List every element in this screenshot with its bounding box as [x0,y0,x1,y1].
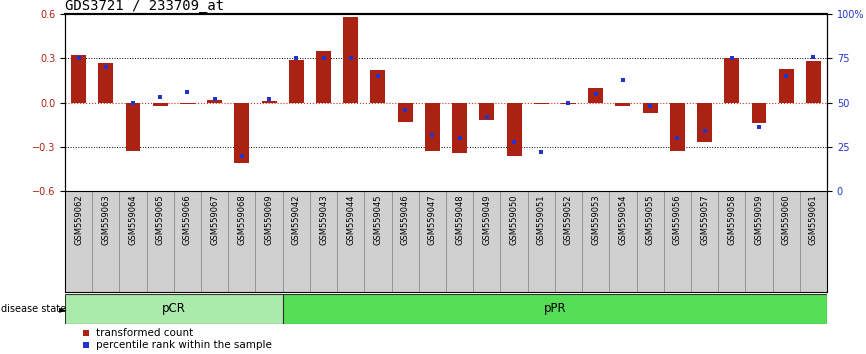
Text: GSM559045: GSM559045 [373,194,383,245]
Bar [419,191,446,292]
Text: GSM559051: GSM559051 [537,194,546,245]
Text: disease state: disease state [1,304,66,314]
Text: GSM559050: GSM559050 [509,194,519,245]
Text: GSM559069: GSM559069 [265,194,274,245]
Bar [669,103,685,152]
Bar [174,191,201,292]
Bar [446,191,473,292]
Bar [697,103,712,143]
Bar [207,100,222,103]
Bar [310,191,337,292]
Text: GSM559044: GSM559044 [346,194,355,245]
Bar [365,191,391,292]
Bar [282,294,827,324]
Bar [343,17,359,103]
Bar [501,191,527,292]
Bar [806,61,821,103]
Bar [229,191,255,292]
Text: percentile rank within the sample: percentile rank within the sample [96,340,272,350]
Bar [337,191,365,292]
Text: transformed count: transformed count [96,327,193,338]
Text: GSM559064: GSM559064 [128,194,138,245]
Text: GSM559053: GSM559053 [591,194,600,245]
Bar [718,191,746,292]
Text: pCR: pCR [162,302,185,315]
Bar [752,103,766,123]
Bar [643,103,657,113]
Bar [180,103,195,104]
Text: GSM559049: GSM559049 [482,194,491,245]
Bar [282,191,310,292]
Bar [473,191,501,292]
Bar [92,191,120,292]
Bar [397,103,412,122]
Bar [582,191,610,292]
Text: GSM559066: GSM559066 [183,194,192,245]
Text: GSM559060: GSM559060 [782,194,791,245]
Bar [616,103,630,105]
Text: pPR: pPR [544,302,566,315]
Bar [98,63,113,103]
Bar [255,191,282,292]
Bar [120,191,146,292]
Bar [637,191,663,292]
Bar [288,60,304,103]
Text: GSM559061: GSM559061 [809,194,818,245]
Bar [71,56,86,103]
Text: GSM559068: GSM559068 [237,194,246,245]
Text: GSM559046: GSM559046 [401,194,410,245]
Bar [152,103,168,105]
Bar [65,191,92,292]
Text: GSM559059: GSM559059 [754,194,764,245]
Bar [201,191,229,292]
Bar [371,70,385,103]
Bar [126,103,140,152]
Bar [479,103,494,120]
Text: GSM559048: GSM559048 [456,194,464,245]
Text: GSM559047: GSM559047 [428,194,436,245]
Bar [533,103,549,104]
Bar [555,191,582,292]
Text: GSM559054: GSM559054 [618,194,627,245]
Bar [65,294,282,324]
Text: ►: ► [59,304,67,314]
Bar [800,191,827,292]
Bar [235,103,249,163]
Bar [316,51,331,103]
Bar [779,69,793,103]
Text: GSM559065: GSM559065 [156,194,165,245]
Bar [527,191,555,292]
Bar [663,191,691,292]
Bar [772,191,800,292]
Bar [610,191,637,292]
Bar [724,58,740,103]
Bar [588,88,603,103]
Text: GSM559057: GSM559057 [700,194,709,245]
Bar [561,103,576,104]
Text: GSM559055: GSM559055 [646,194,655,245]
Bar [746,191,772,292]
Bar [146,191,174,292]
Text: GSM559052: GSM559052 [564,194,573,245]
Bar [262,101,276,103]
Text: GSM559042: GSM559042 [292,194,301,245]
Text: GSM559056: GSM559056 [673,194,682,245]
Text: GSM559043: GSM559043 [319,194,328,245]
Bar [425,103,440,152]
Text: GSM559058: GSM559058 [727,194,736,245]
Text: GSM559062: GSM559062 [74,194,83,245]
Bar [452,103,467,153]
Bar [691,191,718,292]
Text: GSM559067: GSM559067 [210,194,219,245]
Text: GSM559063: GSM559063 [101,194,110,245]
Bar [507,103,521,156]
Text: GDS3721 / 233709_at: GDS3721 / 233709_at [65,0,224,13]
Bar [391,191,419,292]
